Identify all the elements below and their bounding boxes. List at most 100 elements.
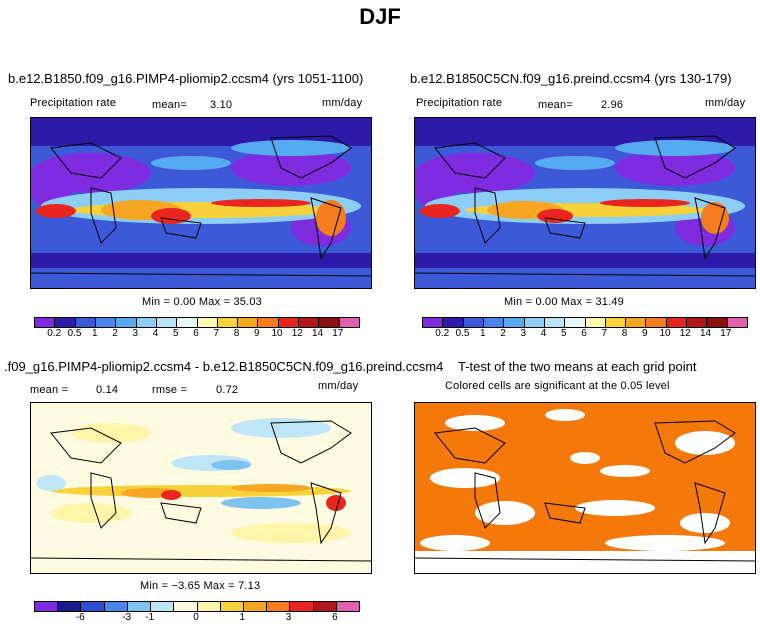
colorbar-swatch [35,602,59,611]
colorbar-tick-label: 6 [581,328,587,339]
colorbar-tick-label: 1 [91,328,98,339]
panel3-mean-value: 0.14 [96,384,119,396]
panel3-units: mm/day [318,380,359,392]
panel3-minmax: Min = −3.65 Max = 7.13 [140,580,261,592]
panel2-map-field [415,118,755,288]
colorbar-swatch [443,318,464,327]
panel3-rmse-label: rmse = [152,384,188,396]
colorbar-tick-label: 3 [132,328,139,339]
colorbar-tick-label: 7 [213,328,220,339]
colorbar-tick-label: 0.2 [435,328,450,339]
colorbar-swatch [136,318,157,327]
panel3-map-field [31,403,371,573]
colorbar-tick-label: 6 [332,612,338,623]
panel2-minmax: Min = 0.00 Max = 31.49 [504,296,624,308]
colorbar-swatch [423,318,444,327]
colorbar-swatch [75,318,96,327]
colorbar-tick-label: 12 [679,328,691,339]
colorbar-swatch [35,318,56,327]
colorbar-tick-label: 10 [659,328,671,339]
panel2-mean-value: 2.96 [601,99,624,111]
colorbar-tick-label: 9 [641,328,648,339]
panel1-mean-value: 3.10 [210,99,233,111]
colorbar-tick-label: 0.5 [455,328,470,339]
panel3-colorbar [34,601,360,612]
colorbar-swatch [197,602,221,611]
panel1-map [30,117,372,289]
colorbar-tick-label: 12 [291,328,303,339]
colorbar-swatch [238,318,259,327]
colorbar-swatch [156,318,178,327]
panel2-variable: Precipitation rate [416,97,503,109]
colorbar-tick-label: 17 [720,328,732,339]
colorbar-swatch [687,318,708,327]
colorbar-tick-label: -1 [145,612,155,623]
colorbar-swatch [707,318,728,327]
panel1-units: mm/day [322,97,363,109]
panel2-title: b.e12.B1850C5CN.f09_g16.preind.ccsm4 (yr… [410,71,732,86]
colorbar-tick-label: 5 [560,328,567,339]
colorbar-tick-label: 6 [193,328,199,339]
panel3-rmse-value: 0.72 [216,384,239,396]
colorbar-swatch [299,318,320,327]
colorbar-tick-label: 7 [601,328,608,339]
panel2-map [414,117,756,289]
panel1-map-field [31,118,371,288]
colorbar-tick-label: 8 [621,328,628,339]
colorbar-tick-label: 9 [253,328,260,339]
colorbar-swatch [463,318,484,327]
colorbar-swatch [524,318,545,327]
colorbar-tick-label: 3 [285,612,292,623]
colorbar-swatch [504,318,525,327]
panel4-map-field [415,403,755,573]
panel2-mean-label: mean= [538,99,573,111]
panel3-mean-label: mean = [30,384,69,396]
colorbar-swatch [336,602,360,611]
colorbar-tick-label: 0.2 [47,328,62,339]
colorbar-tick-label: 14 [311,328,324,339]
colorbar-swatch [319,318,340,327]
colorbar-tick-label: 0 [193,612,199,623]
figure-title: DJF [359,4,401,29]
panel3-colorbar-labels: -6 -3 -1 0 1 3 6 [34,612,358,624]
colorbar-swatch [646,318,667,327]
colorbar-swatch [290,602,314,611]
colorbar-tick-label: 1 [239,612,246,623]
colorbar-swatch [258,318,279,327]
colorbar-tick-label: -3 [122,612,132,623]
panel4-title: T-test of the two means at each grid poi… [458,359,697,374]
panel2-colorbar-labels: 0.2 0.5 1 2 3 4 5 6 7 8 9 10 12 14 17 [422,328,746,340]
colorbar-tick-label: -6 [75,612,85,623]
colorbar-swatch [565,318,586,327]
panel3-map [30,402,372,574]
colorbar-tick-label: 5 [172,328,179,339]
colorbar-swatch [267,602,291,611]
colorbar-swatch [626,318,647,327]
panel2-units: mm/day [705,97,746,109]
colorbar-swatch [55,318,76,327]
colorbar-swatch [95,318,117,327]
colorbar-swatch [81,602,105,611]
colorbar-swatch [58,602,82,611]
panel1-colorbar [34,317,360,328]
colorbar-tick-label: 10 [271,328,283,339]
colorbar-tick-label: 17 [332,328,344,339]
colorbar-tick-label: 14 [699,328,712,339]
colorbar-swatch [177,318,198,327]
panel2-colorbar [422,317,748,328]
colorbar-tick-label: 2 [112,328,118,339]
colorbar-swatch [278,318,300,327]
colorbar-swatch [217,318,239,327]
panel4-subtitle: Colored cells are significant at the 0.0… [445,380,670,392]
colorbar-tick-label: 4 [152,328,159,339]
panel1-colorbar-labels: 0.2 0.5 1 2 3 4 5 6 7 8 9 10 12 14 17 [34,328,358,340]
panel4-map [414,402,756,574]
colorbar-tick-label: 3 [520,328,527,339]
colorbar-swatch [220,602,244,611]
colorbar-swatch [197,318,218,327]
colorbar-swatch [666,318,688,327]
panel1-title: b.e12.B1850.f09_g16.PIMP4-pliomip2.ccsm4… [8,71,364,86]
colorbar-swatch [605,318,627,327]
colorbar-swatch [727,318,747,327]
panel1-variable: Precipitation rate [30,97,117,109]
